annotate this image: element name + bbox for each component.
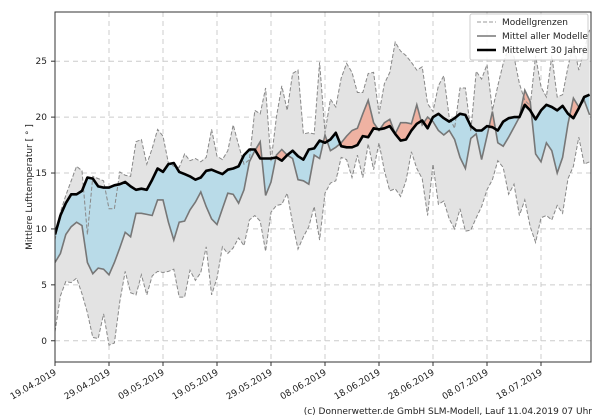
x-tick-label: 28.06.2019 [387,368,437,403]
y-tick-label: 20 [36,113,48,123]
y-tick-label: 25 [36,57,47,67]
y-axis-label: Mittlere Lufttemperatur [ ° ] [25,124,35,250]
model-upper-bound-line [55,29,591,241]
legend-label-model: Mittel aller Modelle [502,32,588,42]
x-tick-label: 08.07.2019 [441,368,491,403]
x-axis: 19.04.2019 29.04.2019 09.05.2019 19.05.2019… [9,362,545,402]
legend: Modellgrenzen Mittel aller Modelle Mitte… [469,13,589,61]
x-tick-label: 29.05.2019 [225,368,275,403]
y-tick-label: 5 [41,281,47,291]
x-tick-label: 19.05.2019 [171,368,221,403]
model-lower-bound-line [55,137,590,346]
y-tick-label: 0 [41,337,47,347]
x-tick-label: 18.06.2019 [333,368,383,403]
x-tick-label: 18.07.2019 [495,368,545,403]
plot-frame [54,11,592,363]
climate-mean-line [55,93,591,235]
x-tick-label: 29.04.2019 [63,368,113,403]
y-axis: 0 5 10 15 20 25 [36,57,55,347]
y-tick-label: 15 [36,169,47,179]
model-range-band [55,29,590,346]
x-tick-label: 19.04.2019 [9,368,59,403]
legend-label-range: Modellgrenzen [502,18,568,28]
x-tick-label: 09.05.2019 [117,368,167,403]
x-tick-label: 08.06.2019 [279,368,329,403]
legend-label-clim: Mittelwert 30 Jahre [502,46,588,56]
model-mean-line [55,87,591,277]
credit-text: (c) Donnerwetter.de GmbH SLM-Modell, Lau… [303,407,592,417]
y-tick-label: 10 [36,225,48,235]
below-climate-fill [55,90,590,275]
